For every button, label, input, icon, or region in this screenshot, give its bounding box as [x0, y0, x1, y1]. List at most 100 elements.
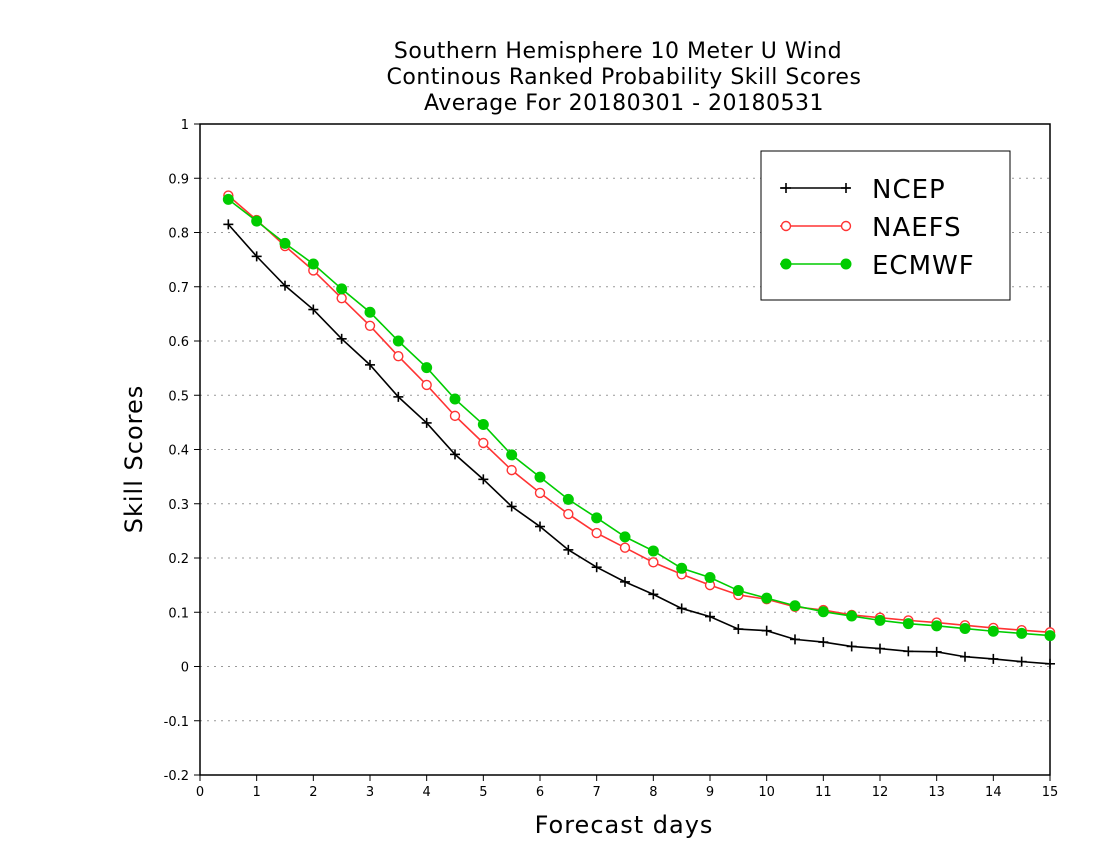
- y-tick-label-12: 1: [181, 118, 189, 133]
- point-naefs-12: [563, 508, 574, 520]
- point-naefs-15: [648, 557, 659, 568]
- point-ncep-5: [365, 359, 375, 370]
- point-ecmwf-24: [902, 618, 914, 630]
- y-tick-label-11: 0.9: [168, 172, 189, 187]
- point-ecmwf-17: [704, 572, 716, 584]
- x-tick-label-13: 13: [928, 785, 945, 800]
- point-ncep-12: [563, 544, 574, 555]
- point-ecmwf-20: [789, 600, 801, 612]
- y-tick-label-0: -0.2: [164, 769, 189, 784]
- point-ecmwf-29: [1044, 630, 1056, 642]
- x-tick-label-1: 1: [253, 785, 261, 800]
- point-ncep-10: [506, 501, 517, 512]
- series-layer: [222, 190, 1056, 669]
- point-ecmwf-12: [562, 493, 574, 505]
- legend: NCEP NAEFS ECMWF: [760, 150, 1011, 301]
- point-ecmwf-8: [449, 393, 461, 405]
- point-naefs-6: [393, 350, 404, 362]
- x-tick-label-11: 11: [815, 785, 832, 800]
- point-ncep-1: [251, 251, 262, 262]
- point-ecmwf-25: [931, 620, 943, 632]
- point-naefs-8: [449, 410, 461, 422]
- point-ncep-8: [450, 449, 460, 460]
- legend-entry-ecmwf: ECMWF: [780, 251, 974, 281]
- legend-entry-naefs: NAEFS: [780, 213, 962, 243]
- x-tick-label-8: 8: [649, 785, 657, 800]
- legend-marker-end-ncep: [841, 183, 851, 193]
- point-ecmwf-26: [959, 623, 971, 635]
- point-ecmwf-14: [619, 531, 631, 543]
- point-ncep-17: [705, 611, 715, 622]
- y-tick-label-2: 0: [181, 661, 189, 676]
- series-ecmwf: [222, 193, 1056, 642]
- y-axis-ticks: -0.2 -0.1 0 0.1 0.2 0.3 0.4 0.5 0.6 0.7 0.8 0.9 1: [164, 118, 200, 784]
- x-tick-label-7: 7: [593, 785, 601, 800]
- point-ncep-13: [591, 562, 602, 573]
- y-tick-label-5: 0.3: [168, 498, 189, 513]
- series-naefs: [223, 190, 1056, 638]
- legend-marker-start-ecmwf: [780, 258, 792, 270]
- point-ncep-11: [535, 521, 545, 532]
- x-tick-label-15: 15: [1042, 785, 1059, 800]
- point-naefs-10: [506, 464, 517, 476]
- y-tick-label-6: 0.4: [168, 444, 189, 459]
- x-tick-label-9: 9: [706, 785, 714, 800]
- point-naefs-5: [364, 320, 376, 332]
- point-ecmwf-22: [846, 610, 858, 622]
- point-naefs-14: [619, 542, 631, 553]
- point-ncep-25: [931, 646, 942, 657]
- point-ecmwf-4: [336, 283, 348, 295]
- point-ecmwf-13: [591, 512, 603, 524]
- point-ncep-21: [818, 637, 829, 648]
- point-ncep-14: [620, 576, 630, 587]
- point-ecmwf-27: [987, 625, 999, 637]
- x-tick-label-0: 0: [196, 785, 204, 800]
- point-ncep-19: [761, 625, 772, 636]
- point-ncep-15: [648, 589, 659, 600]
- point-ecmwf-2: [279, 237, 291, 249]
- point-naefs-9: [478, 437, 489, 449]
- point-naefs-4: [336, 292, 347, 304]
- plot-area-frame: [199, 123, 1051, 776]
- point-ncep-16: [676, 603, 687, 614]
- point-ecmwf-10: [506, 449, 518, 461]
- point-ecmwf-28: [1016, 627, 1028, 639]
- y-tick-label-4: 0.2: [168, 552, 189, 567]
- point-ecmwf-7: [421, 362, 433, 374]
- legend-marker-start-naefs: [780, 220, 792, 232]
- x-axis-ticks: 0 1 2 3 4 5 6 7 8 9 10 11 12 13 14 15: [196, 775, 1058, 800]
- title-line-1: Southern Hemisphere 10 Meter U Wind: [394, 39, 842, 64]
- point-ncep-4: [336, 333, 347, 344]
- point-naefs-13: [591, 527, 602, 539]
- point-ncep-29: [1045, 658, 1055, 669]
- x-tick-label-3: 3: [366, 785, 374, 800]
- point-ecmwf-3: [307, 258, 319, 270]
- point-ncep-26: [960, 651, 970, 662]
- point-ecmwf-21: [817, 606, 829, 618]
- point-ecmwf-23: [874, 614, 886, 626]
- y-axis-label: Skill Scores: [120, 385, 148, 534]
- legend-marker-start-ncep: [781, 183, 791, 193]
- point-ncep-9: [478, 474, 489, 485]
- point-ncep-22: [846, 641, 857, 652]
- x-tick-label-6: 6: [536, 785, 544, 800]
- x-tick-label-12: 12: [872, 785, 889, 800]
- point-ncep-28: [1016, 656, 1027, 667]
- title-line-2: Continous Ranked Probability Skill Score…: [387, 65, 862, 90]
- point-ecmwf-0: [222, 193, 234, 205]
- point-ncep-20: [790, 634, 800, 645]
- y-tick-label-8: 0.6: [168, 335, 189, 350]
- y-tick-label-1: -0.1: [164, 715, 189, 730]
- legend-marker-end-naefs: [840, 220, 852, 232]
- x-tick-label-4: 4: [423, 785, 431, 800]
- legend-label-ncep: NCEP: [872, 175, 946, 205]
- series-ncep: [223, 219, 1055, 669]
- y-tick-label-7: 0.5: [168, 389, 189, 404]
- legend-label-naefs: NAEFS: [872, 213, 962, 243]
- point-ncep-24: [903, 646, 914, 657]
- x-tick-label-10: 10: [758, 785, 775, 800]
- point-ecmwf-6: [392, 335, 404, 347]
- chart-title: Southern Hemisphere 10 Meter U Wind Cont…: [387, 39, 862, 116]
